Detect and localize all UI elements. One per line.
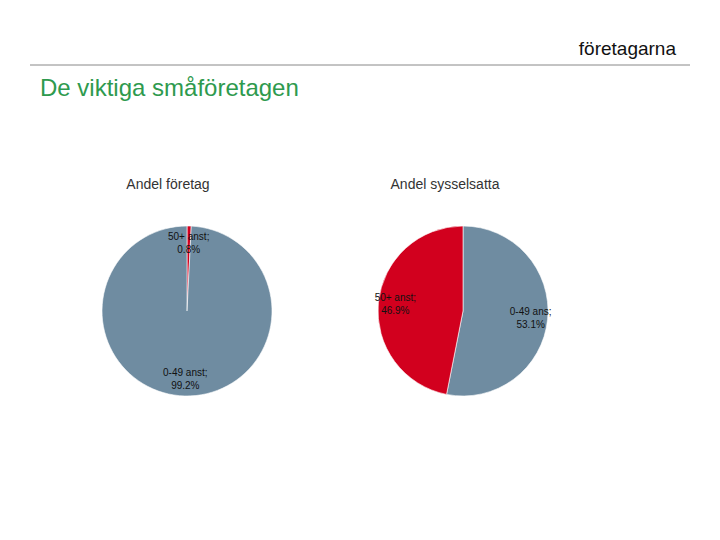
data-label-value: 46.9% (381, 305, 409, 316)
data-label-category: 50+ anst; (375, 292, 416, 303)
logo: företagarna (579, 38, 677, 59)
chart-title: Andel företag (126, 176, 209, 192)
header-rule (30, 65, 690, 66)
data-label-value: 99.2% (171, 380, 199, 391)
pie-chart: Andel företag 50+ anst; 0.8% 0-49 anst; 99.2… (102, 176, 272, 396)
pie-chart: Andel sysselsatta 0-49 ans; 53.1% 50+ anst;… (375, 176, 552, 396)
slide-title: De viktiga småföretagen (40, 74, 299, 101)
data-label-category: 50+ anst; (168, 231, 209, 242)
data-label-value: 53.1% (516, 319, 544, 330)
chart-title: Andel sysselsatta (391, 176, 500, 192)
data-labels: 0-49 ans; 53.1% 50+ anst; 46.9% (375, 292, 552, 329)
data-label-category: 0-49 anst; (163, 367, 207, 378)
pie-slice (102, 226, 272, 396)
data-label-value: 0.8% (177, 244, 200, 255)
pie-slice (378, 226, 463, 394)
slide: företagarna De viktiga småföretagen Andel … (0, 0, 720, 540)
data-label-category: 0-49 ans; (510, 306, 552, 317)
data-labels: 50+ anst; 0.8% 0-49 anst; 99.2% (163, 231, 209, 391)
slices (102, 226, 272, 396)
